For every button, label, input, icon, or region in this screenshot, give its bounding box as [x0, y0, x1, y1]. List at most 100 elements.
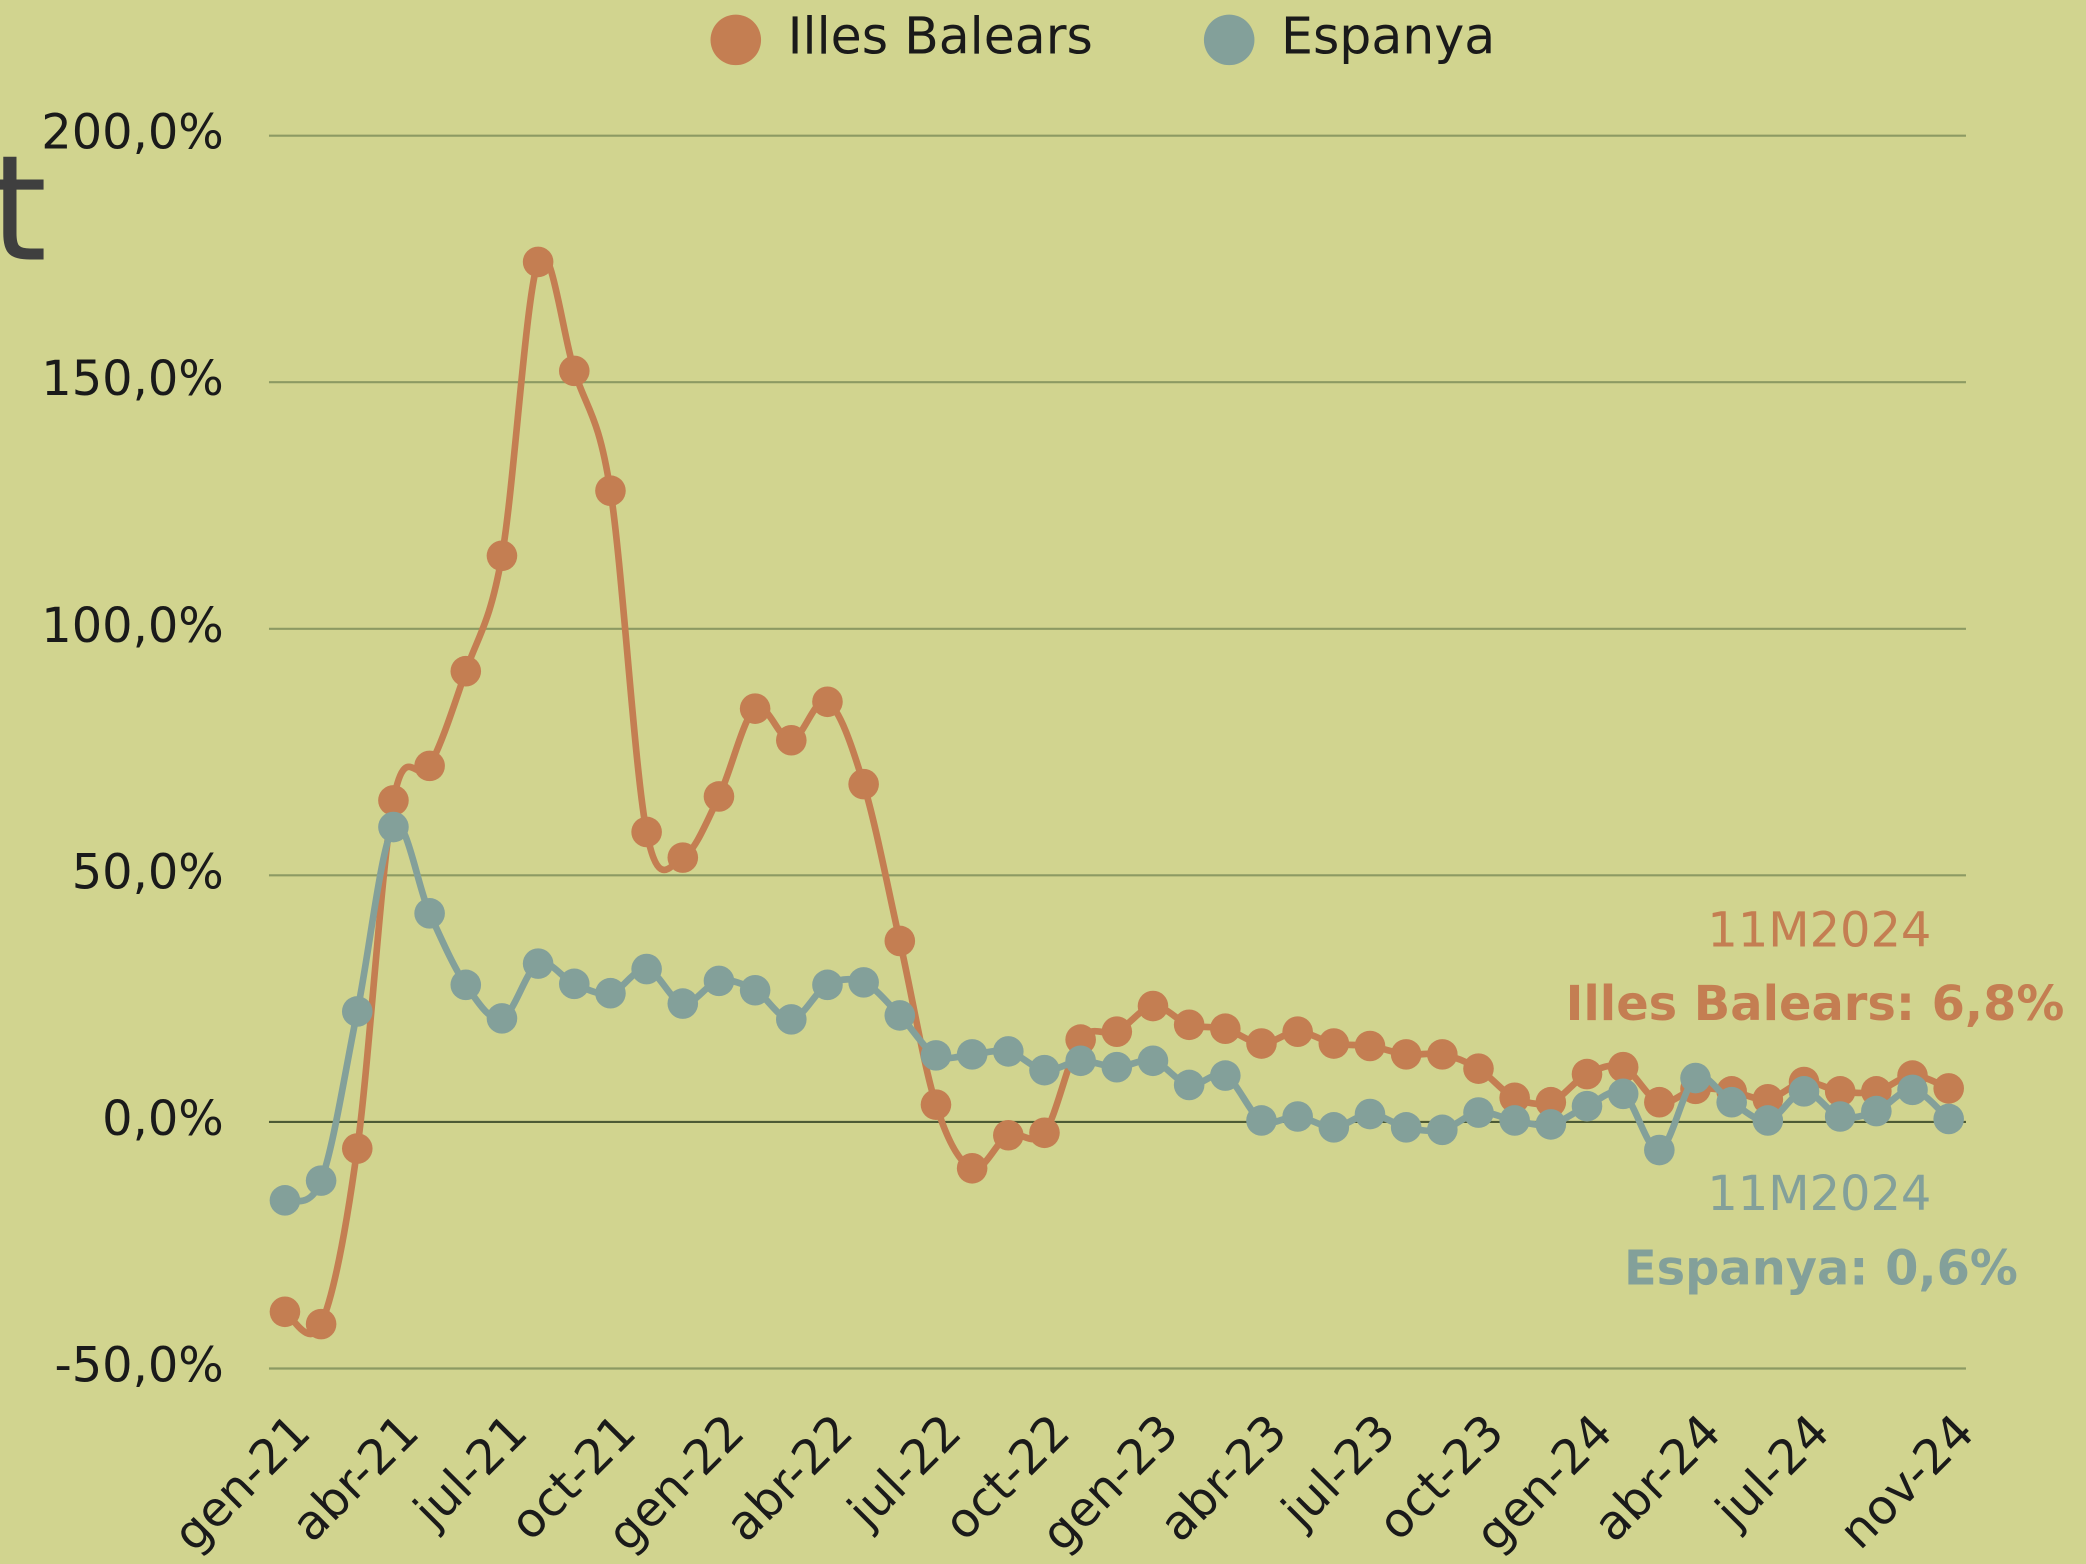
y-tick-label: 100,0% [41, 599, 224, 654]
data-point [305, 1308, 337, 1340]
data-point [305, 1165, 337, 1196]
data-point [1029, 1054, 1060, 1086]
data-point [1282, 1101, 1313, 1132]
data-point [1210, 1060, 1241, 1091]
data-point [1029, 1117, 1060, 1149]
data-point [1788, 1076, 1820, 1107]
data-point [1499, 1105, 1530, 1136]
y-tick-label: 50,0% [72, 845, 224, 900]
data-point [884, 925, 916, 957]
data-point [1101, 1016, 1133, 1047]
data-point [414, 898, 445, 929]
data-point [1173, 1009, 1205, 1041]
data-point [1535, 1109, 1567, 1140]
data-point [812, 969, 843, 1001]
data-point [993, 1036, 1024, 1067]
annotation: 11M2024 [1707, 904, 1931, 959]
y-tick-label: -50,0% [54, 1339, 223, 1394]
data-point [595, 475, 626, 507]
data-point [1137, 990, 1169, 1022]
y-tick-label: 150,0% [41, 352, 224, 407]
data-point [703, 781, 735, 812]
data-point [1716, 1086, 1747, 1118]
data-point [848, 967, 879, 998]
data-point [667, 842, 699, 873]
data-point [1354, 1030, 1386, 1062]
data-point [1499, 1082, 1530, 1114]
data-point [486, 1003, 518, 1034]
data-point [956, 1152, 988, 1184]
data-point [1897, 1074, 1928, 1106]
legend-marker [710, 14, 762, 66]
data-point [1463, 1053, 1494, 1084]
data-point [522, 948, 554, 979]
data-point [1752, 1083, 1784, 1115]
data-point [1137, 1045, 1169, 1077]
data-point [1246, 1105, 1277, 1136]
data-point [1933, 1103, 1964, 1135]
data-point [1065, 1045, 1096, 1077]
data-point [378, 785, 409, 816]
data-point [956, 1039, 988, 1070]
data-point [1535, 1086, 1567, 1118]
legend-label: Illes Balears [788, 6, 1093, 65]
data-point [450, 969, 482, 1001]
data-point [341, 1133, 373, 1164]
legend-marker [1203, 14, 1255, 66]
data-point [1607, 1078, 1639, 1110]
data-point [1607, 1051, 1639, 1083]
data-point [486, 540, 518, 572]
data-point [414, 750, 445, 782]
data-point [1173, 1069, 1205, 1101]
data-point [1680, 1062, 1711, 1094]
data-point [739, 693, 771, 724]
data-point [1065, 1024, 1096, 1055]
data-point [558, 968, 590, 1000]
data-point [884, 1000, 916, 1031]
data-point [1861, 1095, 1892, 1127]
data-point [993, 1119, 1024, 1151]
y-tick-label: 0,0% [102, 1092, 224, 1147]
annotation: Espanya: 0,6% [1624, 1241, 2018, 1296]
data-point [739, 974, 771, 1006]
legend-label: Espanya [1281, 6, 1495, 65]
data-point [667, 988, 699, 1019]
data-point [812, 686, 843, 718]
data-point [1752, 1105, 1784, 1136]
data-point [776, 1004, 807, 1035]
data-point [631, 953, 662, 985]
data-point [1824, 1076, 1856, 1107]
data-point [1101, 1051, 1133, 1083]
data-point [848, 768, 879, 800]
data-point [1318, 1112, 1350, 1143]
data-point [1571, 1090, 1603, 1122]
data-point [703, 965, 735, 997]
data-point [631, 816, 662, 848]
data-point [1210, 1013, 1241, 1045]
data-point [1933, 1073, 1964, 1104]
data-point [341, 996, 373, 1027]
data-point [450, 655, 482, 687]
data-point [1282, 1016, 1313, 1047]
data-point [1824, 1101, 1856, 1132]
data-point [378, 811, 409, 843]
data-point [595, 977, 626, 1009]
data-point [1354, 1098, 1386, 1130]
data-point [1463, 1097, 1494, 1128]
data-point [1390, 1039, 1422, 1070]
data-point [776, 724, 807, 756]
annotation: Illes Balears: 6,8% [1566, 977, 2065, 1032]
data-point [1427, 1039, 1458, 1070]
data-point [920, 1089, 952, 1120]
data-point [522, 246, 554, 278]
data-point [1644, 1086, 1675, 1118]
data-point [1318, 1028, 1350, 1059]
data-point [1246, 1028, 1277, 1059]
y-tick-label: 200,0% [41, 106, 224, 161]
data-point [558, 355, 590, 387]
annotation: 11M2024 [1707, 1167, 1931, 1222]
cropped-title: t [0, 123, 47, 294]
data-point [1390, 1112, 1422, 1143]
